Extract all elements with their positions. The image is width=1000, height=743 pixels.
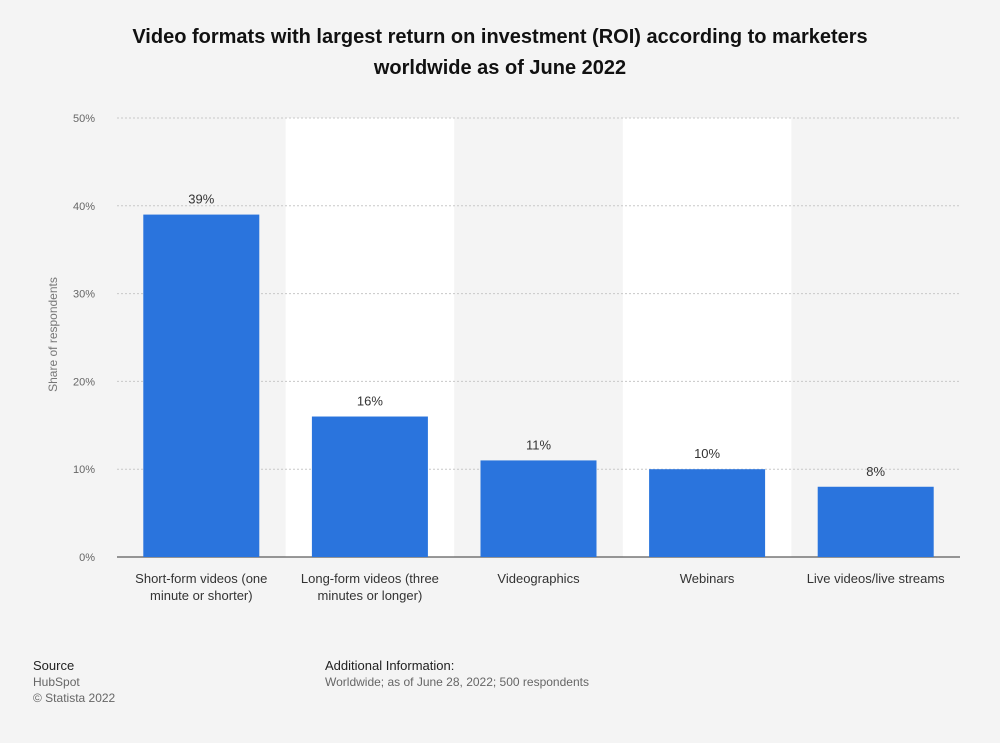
chart-title: Video formats with largest return on inv… bbox=[60, 22, 940, 84]
additional-info-value: Worldwide; as of June 28, 2022; 500 resp… bbox=[325, 675, 589, 689]
bar-value-label: 39% bbox=[188, 192, 214, 207]
y-axis-label: Share of respondents bbox=[46, 277, 60, 392]
bar-value-label: 11% bbox=[526, 437, 551, 452]
bar-1 bbox=[311, 416, 428, 557]
source-block: Source HubSpot © Statista 2022 bbox=[33, 658, 115, 706]
y-tick-label: 0% bbox=[79, 552, 95, 564]
bar-3 bbox=[649, 469, 766, 557]
x-category-label: Live videos/live streams bbox=[807, 571, 945, 586]
bar-value-label: 8% bbox=[866, 464, 885, 479]
y-tick-label: 20% bbox=[73, 376, 95, 388]
bar-2 bbox=[480, 460, 597, 557]
source-label: Source bbox=[33, 658, 75, 673]
y-tick-label: 40% bbox=[73, 201, 95, 213]
x-category-label: Webinars bbox=[680, 571, 735, 586]
copyright-text: © Statista 2022 bbox=[33, 691, 116, 705]
x-category-label: Long-form videos (three bbox=[301, 571, 439, 586]
x-category-label: Videographics bbox=[497, 571, 580, 586]
x-category-label: minute or shorter) bbox=[150, 588, 253, 603]
x-category-label: Short-form videos (one bbox=[135, 571, 267, 586]
additional-info-label: Additional Information: bbox=[325, 658, 455, 673]
bar-value-label: 10% bbox=[694, 446, 720, 461]
y-tick-label: 50% bbox=[73, 113, 95, 125]
bar-4 bbox=[817, 486, 934, 557]
chart-title-line-1: Video formats with largest return on inv… bbox=[132, 26, 868, 48]
bar-0 bbox=[143, 214, 260, 557]
source-value[interactable]: HubSpot bbox=[33, 675, 80, 689]
bar-value-label: 16% bbox=[357, 394, 383, 409]
chart-title-line-2: worldwide as of June 2022 bbox=[373, 57, 627, 79]
x-category-label: minutes or longer) bbox=[318, 588, 423, 603]
y-tick-label: 10% bbox=[73, 464, 95, 476]
additional-info-block: Additional Information: Worldwide; as of… bbox=[325, 658, 589, 690]
y-tick-label: 30% bbox=[73, 289, 95, 301]
